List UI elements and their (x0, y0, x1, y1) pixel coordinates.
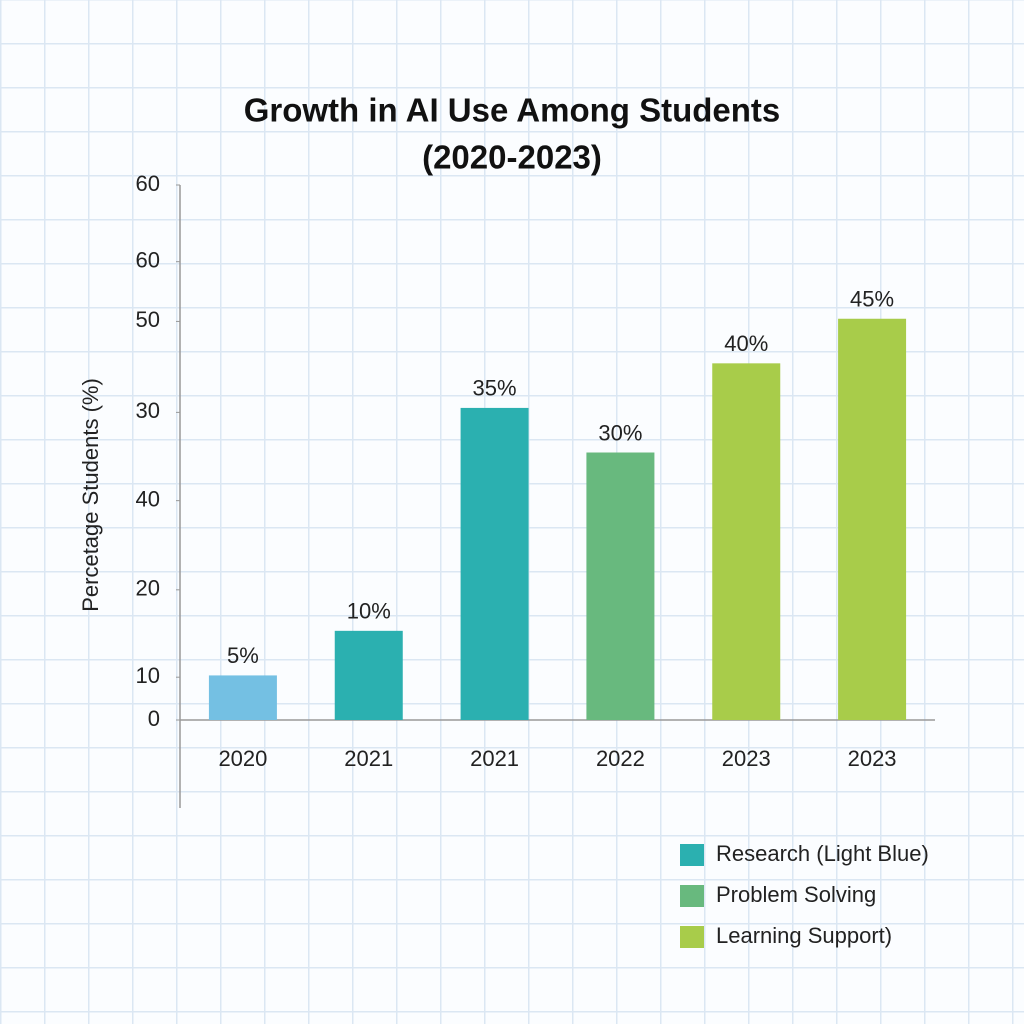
y-tick-label: 20 (136, 576, 160, 601)
bar (334, 630, 403, 720)
value-label: 45% (850, 287, 894, 312)
y-tick-label: 0 (148, 706, 160, 731)
legend-label: Learning Support) (716, 923, 892, 948)
x-tick-label: 2021 (470, 746, 519, 771)
value-label: 40% (724, 331, 768, 356)
x-tick-label: 2023 (848, 746, 897, 771)
x-tick-label: 2021 (344, 746, 393, 771)
x-tick-label: 2023 (722, 746, 771, 771)
y-tick-label: 30 (136, 398, 160, 423)
value-label: 35% (473, 376, 517, 401)
legend-label: Research (Light Blue) (716, 841, 929, 866)
legend-label: Problem Solving (716, 882, 876, 907)
x-tick-label: 2020 (218, 746, 267, 771)
bar (208, 675, 277, 720)
legend-swatch (680, 844, 704, 866)
chart-title: Growth in AI Use Among Students (244, 92, 781, 129)
y-tick-label: 10 (136, 663, 160, 688)
value-label: 10% (347, 599, 391, 624)
y-tick-label: 50 (136, 307, 160, 332)
bar (586, 452, 655, 720)
bar (460, 407, 529, 720)
bar (838, 318, 907, 720)
y-tick-label: 60 (136, 247, 160, 272)
bar (712, 363, 781, 720)
legend-swatch (680, 885, 704, 907)
y-axis-title: Percetage Students (%) (78, 378, 103, 612)
chart-subtitle: (2020-2023) (422, 139, 602, 176)
legend-swatch (680, 926, 704, 948)
y-tick-label: 60 (136, 171, 160, 196)
value-label: 30% (598, 420, 642, 445)
x-tick-label: 2022 (596, 746, 645, 771)
y-tick-label: 40 (136, 486, 160, 511)
value-label: 5% (227, 643, 259, 668)
